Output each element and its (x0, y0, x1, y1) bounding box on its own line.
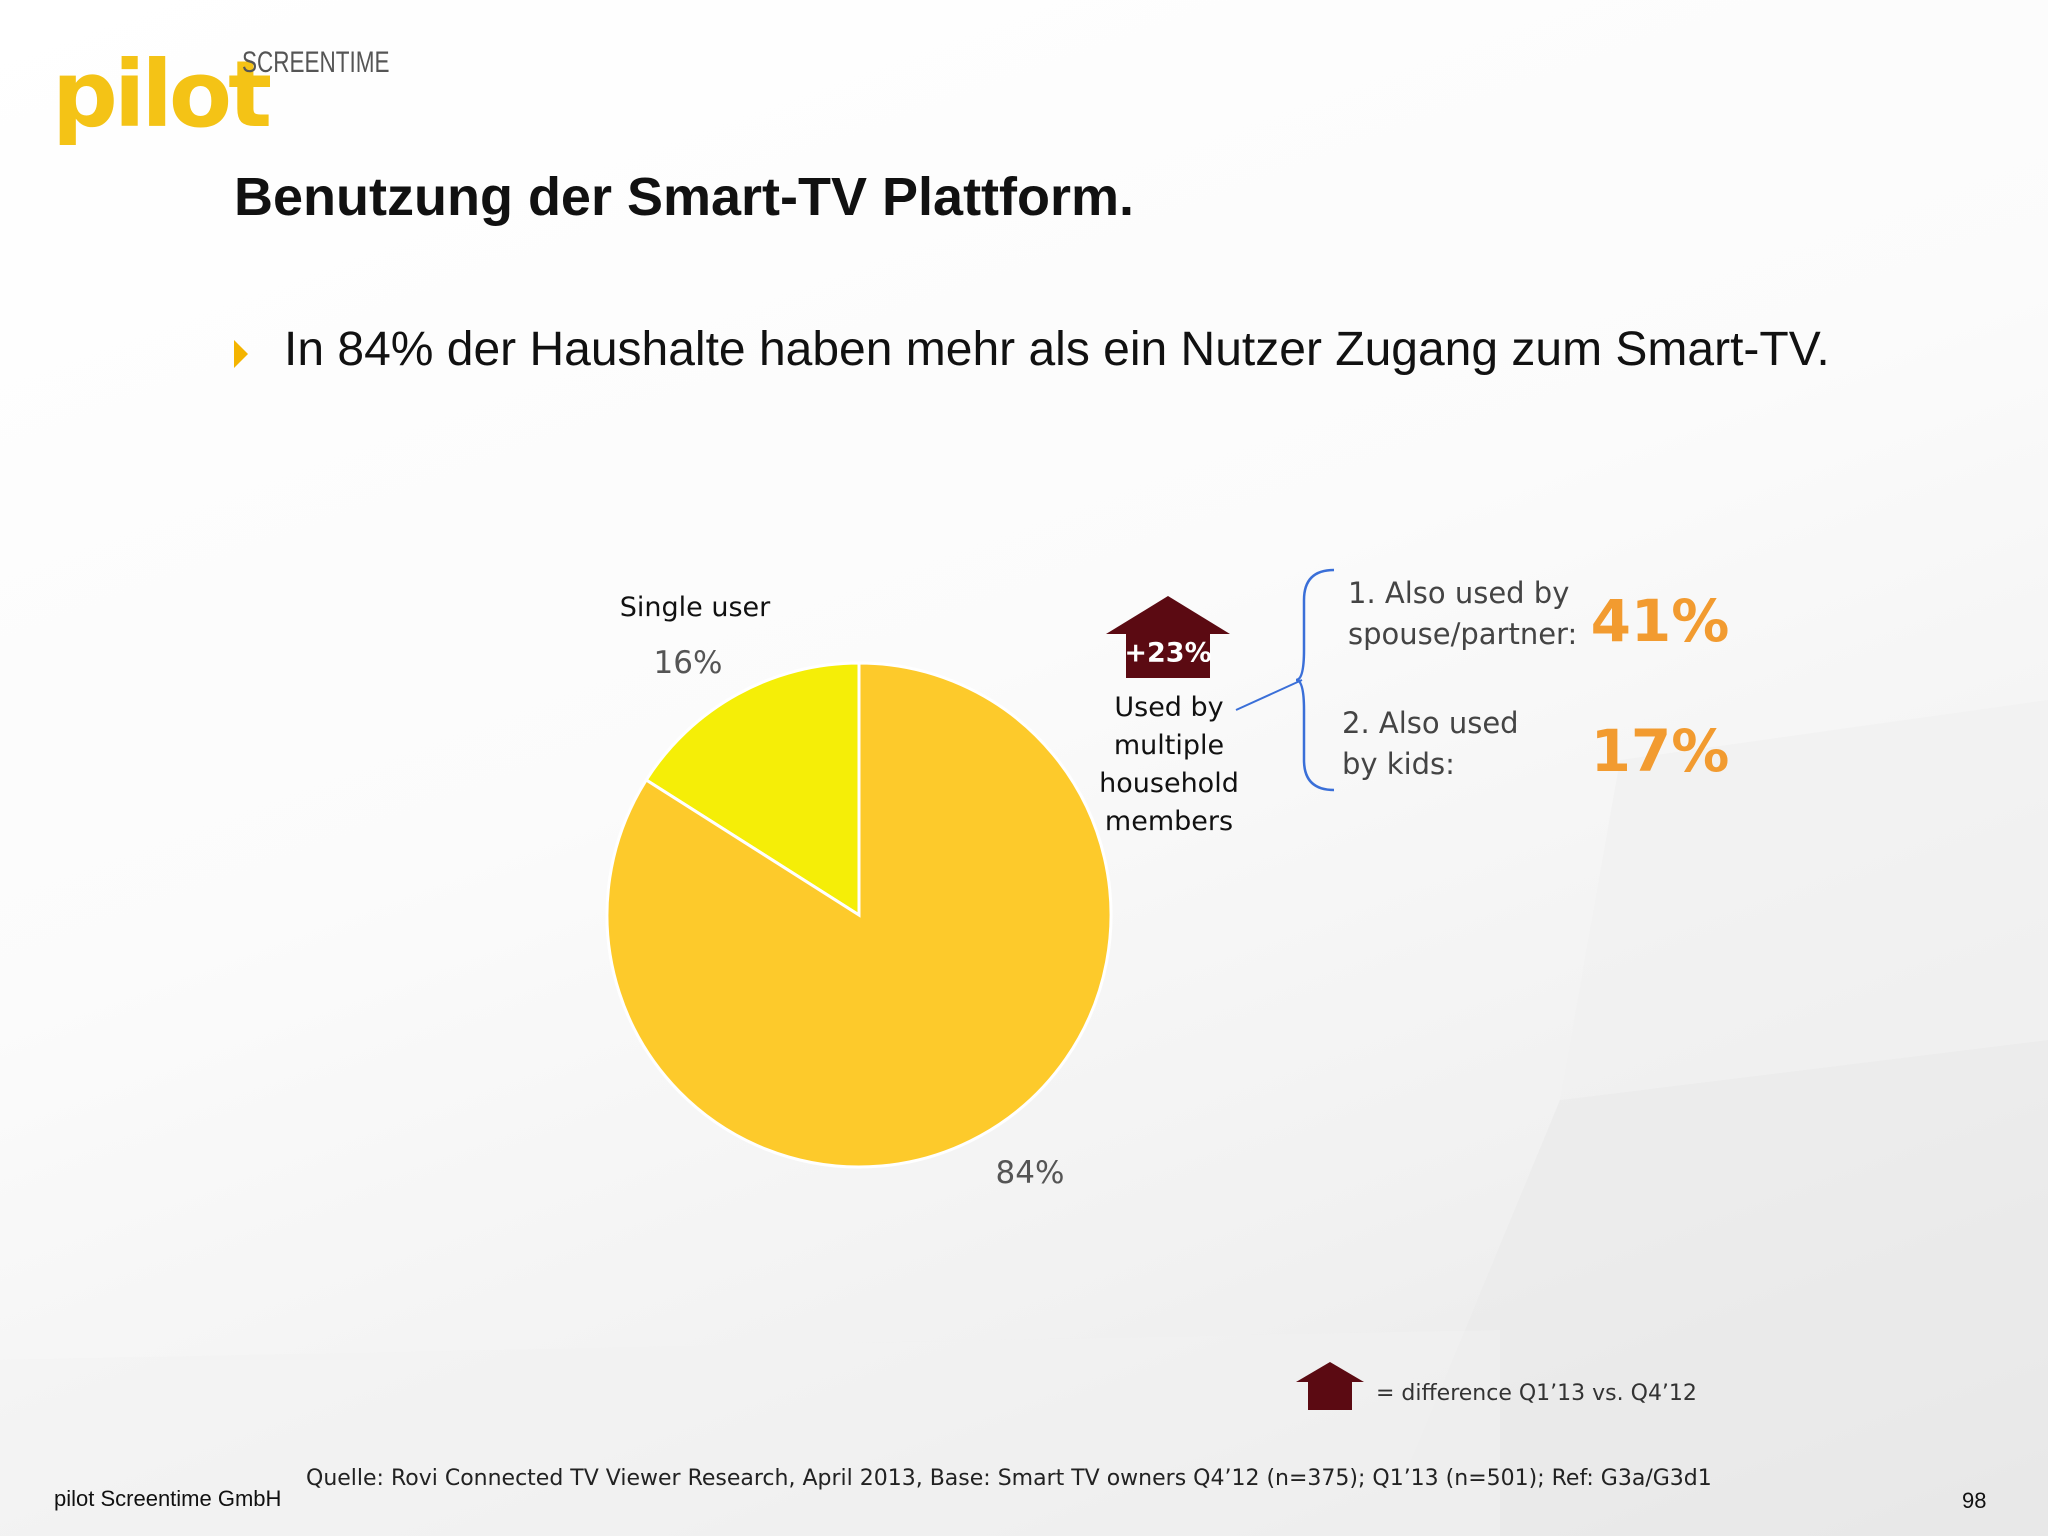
page-title: Benutzung der Smart-TV Plattform. (234, 167, 1135, 227)
multi-user-label-line: multiple (1114, 730, 1224, 761)
multi-user-label-line: members (1105, 806, 1233, 837)
breakdown-label-line: spouse/partner: (1348, 617, 1577, 651)
connector-line (1235, 679, 1303, 711)
single-user-label: Single user (620, 592, 771, 623)
legend-text: = difference Q1’13 vs. Q4’12 (1376, 1381, 1697, 1406)
breakdown-value: 41% (1591, 587, 1730, 655)
pie-slice-multiple-users (605, 661, 1113, 1169)
multi-user-label-line: Used by (1114, 692, 1223, 723)
company-name: pilot Screentime GmbH (54, 1486, 282, 1511)
pilot-screentime-logo: pilot SCREENTIME (52, 40, 412, 150)
key-finding-bullet: In 84% der Haushalte haben mehr als ein … (284, 323, 1830, 376)
legend-arrow-icon (1296, 1362, 1364, 1410)
logo-subline: SCREENTIME (242, 46, 390, 79)
multi-user-label-line: household (1099, 768, 1239, 799)
single-user-value-label: 16% (654, 645, 723, 681)
change-up-arrow-icon: +23% (1106, 596, 1230, 678)
bracket-brace (1295, 568, 1335, 792)
multi-user-label: Used by multiple household members (1099, 692, 1239, 837)
pie-slice-single-user (644, 661, 861, 918)
change-badge-label: +23% (1124, 638, 1211, 669)
breakdown-list: 1. Also used by spouse/partner: 41% 2. Also… (1342, 576, 1729, 785)
breakdown-label-line: 2. Also used (1342, 706, 1519, 740)
pie-slices (605, 661, 1113, 1169)
breakdown-label-line: 1. Also used by (1348, 576, 1569, 610)
breakdown-label-line: by kids: (1342, 747, 1455, 781)
bullet-arrow-icon (234, 340, 248, 368)
source-note: Quelle: Rovi Connected TV Viewer Researc… (306, 1466, 1712, 1491)
page-number: 98 (1962, 1488, 1987, 1513)
breakdown-value: 17% (1591, 717, 1730, 785)
logo-wordmark: pilot (52, 41, 272, 148)
multi-user-value-label: 84% (996, 1155, 1065, 1191)
